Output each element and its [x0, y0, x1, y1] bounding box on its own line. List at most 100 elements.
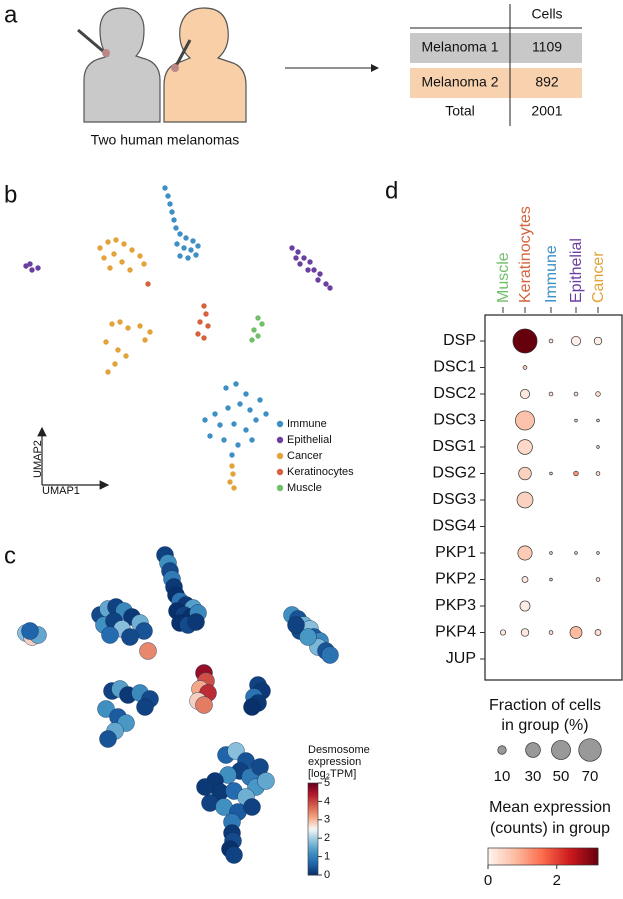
- point: [23, 263, 29, 269]
- point: [259, 321, 265, 327]
- colorbar-segment: [578, 848, 581, 865]
- colorbar-segment: [550, 848, 554, 865]
- point: [125, 325, 131, 331]
- dot: [522, 365, 528, 370]
- colorbar-segment: [308, 819, 318, 823]
- point: [317, 271, 323, 277]
- colorbar-tick-label: 4: [324, 795, 330, 807]
- colorbar-segment: [548, 848, 551, 865]
- colorbar-segment: [308, 865, 318, 869]
- colorbar-segment: [565, 848, 569, 865]
- colorbar-segment: [513, 848, 516, 865]
- colorbar-segment: [525, 848, 529, 865]
- gene-label: PKP2: [435, 571, 476, 588]
- panel-label: b: [4, 181, 17, 208]
- colorbar-segment: [495, 848, 499, 865]
- dot: [515, 410, 535, 431]
- point: [225, 405, 231, 411]
- point: [225, 846, 243, 864]
- color-legend-title: (counts) in group: [490, 820, 610, 837]
- colorbar-segment: [585, 848, 589, 865]
- colorbar-segment: [308, 852, 318, 855]
- point: [139, 642, 157, 660]
- colorbar-segment: [308, 840, 318, 844]
- colorbar-segment: [538, 848, 541, 865]
- point: [305, 267, 311, 273]
- colorbar-segment: [545, 848, 549, 865]
- point: [195, 696, 213, 714]
- dot: [573, 391, 579, 397]
- color-legend-title: Mean expression: [489, 799, 611, 816]
- gene-label: DSG3: [432, 491, 476, 508]
- colorbar-segment: [308, 861, 318, 864]
- point: [169, 209, 175, 215]
- colorbar-segment: [308, 868, 318, 871]
- colorbar-segment: [308, 815, 318, 818]
- colorbar-segment: [308, 829, 318, 832]
- legend-marker: [276, 484, 284, 492]
- point: [295, 249, 301, 255]
- point: [167, 201, 173, 207]
- point: [129, 247, 135, 253]
- point: [227, 479, 233, 485]
- umap-axes: UMAP2 UMAP1: [32, 426, 110, 497]
- dot: [499, 629, 507, 636]
- panel-label: c: [4, 542, 16, 569]
- point: [301, 255, 307, 261]
- colorbar-tick-label: 2: [324, 832, 330, 844]
- dot: [549, 551, 553, 555]
- colorbar-segment: [308, 870, 318, 874]
- dot: [516, 491, 534, 509]
- point: [97, 245, 103, 251]
- dot: [596, 445, 600, 449]
- colorbar-segment: [533, 848, 536, 865]
- colorbar-segment: [518, 848, 521, 865]
- colorbar-segment: [308, 826, 318, 830]
- size-legend-label: 30: [525, 768, 542, 785]
- point: [315, 277, 321, 283]
- point: [202, 417, 208, 423]
- size-legend-title: Fraction of cells: [489, 697, 601, 714]
- point: [115, 347, 121, 353]
- point: [121, 241, 127, 247]
- colorbar-segment: [308, 785, 318, 789]
- point: [105, 369, 111, 375]
- legend-marker: [276, 452, 284, 460]
- colorbar-tick-label: 5: [324, 777, 330, 789]
- colorbar-segment: [558, 848, 561, 865]
- dot: [517, 545, 533, 561]
- gene-label: PKP4: [435, 624, 476, 641]
- point: [121, 628, 139, 646]
- colorbar-frame: [487, 847, 599, 866]
- point: [233, 381, 239, 387]
- point: [249, 437, 255, 443]
- point: [217, 422, 223, 428]
- dot: [521, 576, 529, 583]
- point: [201, 335, 207, 341]
- group-label: Keratinocytes: [517, 206, 534, 303]
- table-cell: 1109: [532, 39, 562, 55]
- point: [223, 385, 229, 391]
- dot: [518, 466, 532, 481]
- point: [165, 193, 171, 199]
- colorbar-segment: [308, 789, 318, 793]
- dot: [595, 391, 601, 397]
- colorbar-segment: [593, 848, 596, 865]
- point: [197, 319, 203, 325]
- colorbar-segment: [570, 848, 574, 865]
- point: [177, 253, 183, 259]
- dot: [517, 439, 533, 455]
- gene-label: DSP: [443, 332, 476, 349]
- point: [230, 471, 236, 477]
- dot: [574, 551, 578, 555]
- dot: [573, 470, 579, 477]
- table-cell: Total: [445, 103, 475, 119]
- table-cell: 892: [535, 74, 559, 90]
- colorbar-segment: [563, 848, 566, 865]
- point: [171, 217, 177, 223]
- point: [195, 331, 201, 337]
- table-cell: Melanoma 2: [421, 74, 498, 90]
- colorbar-tick-label: 0: [484, 872, 492, 889]
- colorbar-tick-label: 2: [553, 872, 561, 889]
- dot: [512, 328, 538, 354]
